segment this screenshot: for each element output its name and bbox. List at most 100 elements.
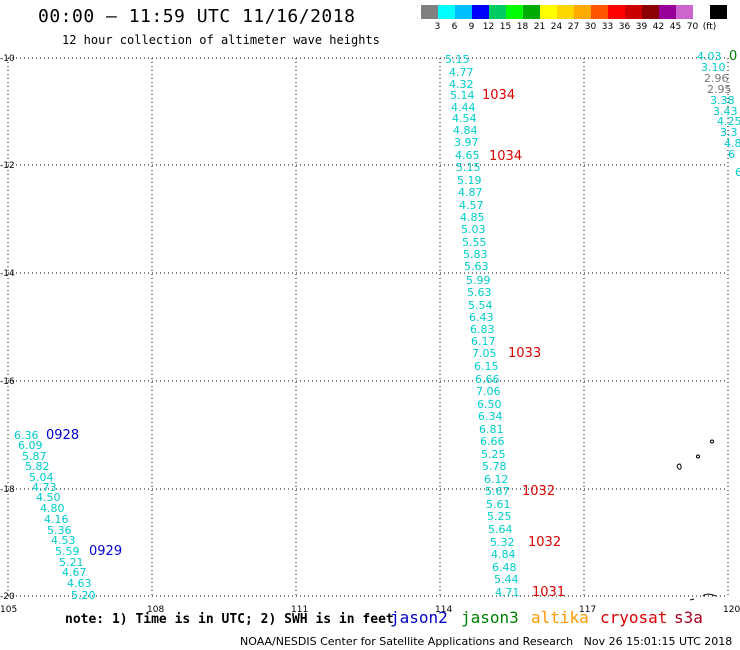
chart-title: 00:00 – 11:59 UTC 11/16/2018: [38, 6, 356, 27]
legend-jason2: jason2: [390, 608, 448, 627]
wave-height-label: 4.84: [453, 124, 478, 137]
legend-labels: 3 6 9 12 15 18 21 24 27 30 33 36 39 42 45 70 (ft): [421, 22, 727, 32]
wave-height-label: 2.95: [707, 83, 732, 96]
wave-height-label: 5.32: [490, 536, 515, 549]
wave-height-label: 4.16: [44, 513, 69, 526]
pass-time-label: 0929: [89, 544, 122, 559]
wave-height-label: 5.19: [457, 174, 482, 187]
longitude-tick-label: 120: [723, 605, 740, 615]
wave-height-label: 5.25: [481, 448, 506, 461]
wave-height-label: 4.03: [697, 50, 722, 63]
wave-height-label: 6.66: [475, 373, 500, 386]
wave-height-label: 6.12: [484, 473, 509, 486]
wave-height-label: 4.50: [36, 491, 61, 504]
wave-height-label: 5.36: [47, 524, 72, 537]
wave-height-label: 4.84: [491, 548, 516, 561]
wave-height-color-legend: 3 6 9 12 15 18 21 24 27 30 33 36 39 42 45 70 (ft): [421, 5, 727, 32]
wave-height-label: 5.63: [467, 286, 492, 299]
latitude-tick-label: -16: [0, 377, 15, 387]
legend-swatch: [489, 5, 506, 19]
wave-height-label: 6.17: [471, 335, 496, 348]
wave-height-label: 6.50: [477, 398, 502, 411]
wave-height-label: 5.04: [29, 471, 54, 484]
wave-height-label: 6.09: [18, 439, 43, 452]
legend-label: 9: [468, 22, 475, 32]
legend-label: (ft): [702, 22, 717, 32]
wave-height-label: 5.15: [445, 53, 470, 66]
longitude-tick-label: 111: [291, 605, 308, 615]
wave-height-label: 5.64: [488, 523, 513, 536]
wave-height-label: 5.55: [462, 236, 487, 249]
wave-height-label: 5.67: [485, 485, 510, 498]
wave-height-label: 4.25: [717, 115, 740, 128]
wave-height-label: 4.57: [459, 199, 484, 212]
legend-swatch: [676, 5, 693, 19]
longitude-tick-label: 117: [579, 605, 596, 615]
legend-swatch: [608, 5, 625, 19]
wave-height-label: 6.15: [474, 360, 499, 373]
wave-height-label: 6.66: [480, 435, 505, 448]
wave-height-label: 5.21: [59, 556, 84, 569]
wave-height-label: 3.38: [710, 94, 735, 107]
wave-height-label: 7.05: [472, 347, 497, 360]
wave-height-label: 4.54: [452, 112, 477, 125]
legend-label: 6: [451, 22, 458, 32]
legend-swatch: [574, 5, 591, 19]
longitude-tick-label: 105: [0, 605, 17, 615]
pass-time-label: 1034: [482, 88, 515, 103]
legend-label: 70: [686, 22, 699, 32]
wave-height-label: 4.67: [62, 566, 87, 579]
wave-height-label: 3.3: [720, 126, 738, 139]
wave-height-label: 6.81: [479, 423, 504, 436]
wave-height-label: 5.20: [71, 589, 96, 602]
wave-height-label: 4.85: [460, 211, 485, 224]
legend-swatches: [421, 5, 727, 19]
wave-height-label: 6.36: [14, 429, 39, 442]
latitude-tick-label: -18: [0, 485, 15, 495]
island-outlines: [676, 439, 717, 601]
wave-height-label: 6: [735, 166, 740, 179]
wave-height-label: 4.53: [51, 534, 76, 547]
observation-labels: 5.154.774.325.144.444.544.843.974.655.15…: [14, 49, 740, 602]
legend-label: 12: [482, 22, 495, 32]
wave-height-label: 5.63: [464, 260, 489, 273]
legend-label: 24: [550, 22, 563, 32]
footer-note: note: 1) Time is in UTC; 2) SWH is in fe…: [65, 612, 394, 627]
wave-height-label: 4.44: [451, 101, 476, 114]
legend-swatch: [659, 5, 676, 19]
wave-height-label: 5.44: [494, 573, 519, 586]
wave-height-label: 5.54: [468, 299, 493, 312]
legend-swatch: [540, 5, 557, 19]
wave-height-label: 3.97: [454, 136, 479, 149]
legend-swatch: [642, 5, 659, 19]
wave-height-label: 5.03: [461, 223, 486, 236]
legend-cryosat: cryosat: [600, 608, 668, 627]
legend-swatch: [421, 5, 438, 19]
legend-label: 45: [669, 22, 682, 32]
legend-label: 36: [618, 22, 631, 32]
wave-height-label: 3.10: [701, 61, 726, 74]
wave-height-label: 6.83: [470, 323, 495, 336]
wave-height-label: 5.61: [486, 498, 511, 511]
map-tick-labels: 105 108 111 114 117 120 -10 -12 -14 -16 -18 -20: [0, 54, 740, 615]
legend-swatch: [455, 5, 472, 19]
legend-jason3: jason3: [461, 608, 519, 627]
wave-height-label: 2.96: [704, 72, 729, 85]
legend-swatch: [506, 5, 523, 19]
legend-swatch: [693, 5, 710, 19]
wave-height-label: 4.80: [40, 502, 65, 515]
wave-height-label: 6: [728, 148, 735, 161]
latitude-tick-label: -12: [0, 161, 15, 171]
pass-time-label: 0: [729, 49, 737, 64]
legend-swatch: [710, 5, 727, 19]
wave-height-label: 4.32: [449, 78, 474, 91]
legend-swatch: [591, 5, 608, 19]
pass-time-label: 1031: [532, 585, 565, 600]
legend-label: 27: [567, 22, 580, 32]
wave-height-label: 7.06: [476, 385, 501, 398]
wave-height-label: 4.73: [32, 481, 57, 494]
wave-height-label: 4.87: [458, 186, 483, 199]
wave-height-label: 5.59: [55, 545, 80, 558]
wave-height-label: 4.63: [67, 577, 92, 590]
wave-height-label: 5.15: [456, 161, 481, 174]
